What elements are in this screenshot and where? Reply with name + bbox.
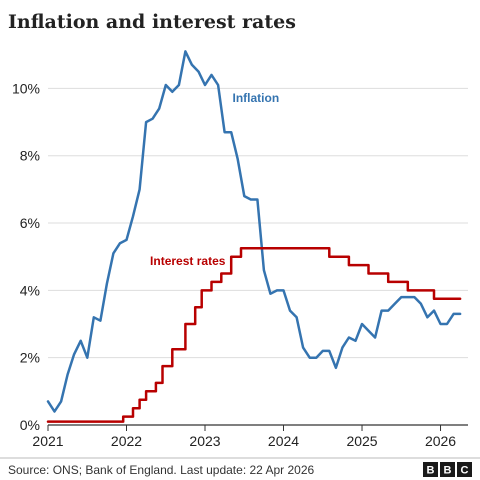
x-axis-ticks: 2021 2022 2023 2024 2025 2026	[32, 425, 456, 449]
gridlines	[48, 87, 468, 359]
series-group: Inflation Interest rates	[46, 50, 462, 423]
x-tick-label: 2023	[189, 433, 220, 449]
x-tick-label: 2022	[111, 433, 142, 449]
bbc-logo: B B C	[423, 462, 472, 477]
bbc-logo-box-3	[457, 462, 472, 477]
source-note: Source: ONS; Bank of England. Last updat…	[8, 463, 315, 477]
interest-rates-line	[46, 247, 462, 423]
y-tick-label: 8%	[20, 148, 40, 164]
bbc-logo-letter: B	[444, 465, 452, 477]
y-tick-label: 2%	[20, 350, 40, 366]
x-tick-label: 2026	[425, 433, 456, 449]
x-tick-label: 2025	[346, 433, 377, 449]
interest-rates-label: Interest rates	[150, 254, 226, 268]
inflation-line	[46, 50, 462, 413]
x-tick-label: 2024	[268, 433, 299, 449]
chart-title: Inflation and interest rates	[8, 11, 296, 33]
y-tick-label: 0%	[20, 417, 40, 433]
bbc-logo-letter: B	[427, 465, 435, 477]
y-axis-ticks: 0% 2% 4% 6% 8% 10%	[12, 80, 40, 433]
x-tick-label: 2021	[32, 433, 63, 449]
bbc-logo-letter: C	[461, 465, 469, 477]
inflation-label: Inflation	[232, 91, 279, 105]
y-tick-label: 6%	[20, 215, 40, 231]
y-tick-label: 10%	[12, 80, 40, 96]
bbc-logo-box-1	[423, 462, 438, 477]
y-tick-label: 4%	[20, 282, 40, 298]
bbc-logo-box-2	[440, 462, 455, 477]
